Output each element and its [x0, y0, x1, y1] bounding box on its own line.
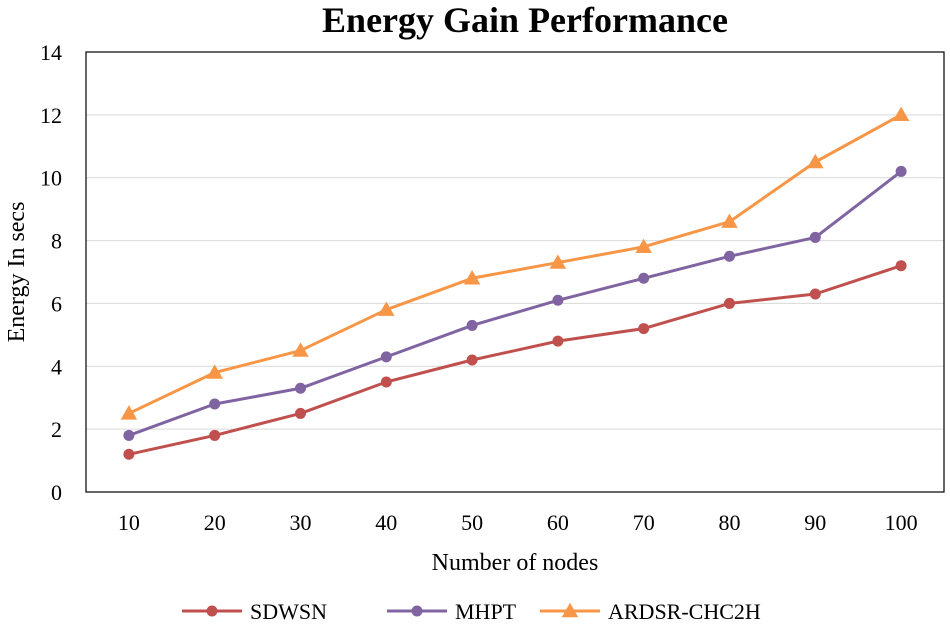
y-tick-label: 2 [51, 417, 62, 442]
legend: SDWSN MHPT ARDSR-CHC2H [182, 599, 761, 624]
series-ardsr-chc2h [120, 106, 910, 420]
legend-label: SDWSN [250, 599, 327, 624]
x-tick-label: 30 [290, 510, 312, 535]
data-point-marker [209, 429, 221, 441]
data-point-marker [895, 165, 907, 177]
data-point-marker [295, 382, 306, 394]
data-point-marker [380, 376, 392, 388]
y-tick-label: 8 [51, 229, 62, 254]
legend-label: MHPT [455, 599, 517, 624]
series-line [128, 264, 902, 456]
data-point-marker [895, 260, 907, 272]
data-point-marker [561, 602, 579, 618]
x-tick-label: 10 [118, 510, 140, 535]
data-point-marker [120, 405, 138, 420]
y-axis-ticks: 0 2 4 6 8 10 12 14 [40, 40, 62, 505]
y-axis-label: Energy In secs [4, 202, 30, 343]
data-point-marker [549, 254, 567, 269]
series-line [128, 170, 903, 437]
data-point-marker [552, 335, 564, 347]
x-axis-ticks: 10 20 30 40 50 60 70 80 90 100 [118, 510, 918, 535]
data-point-marker [638, 272, 650, 284]
x-tick-label: 20 [204, 510, 226, 535]
data-point-marker [724, 297, 735, 309]
data-point-marker [807, 153, 824, 169]
series-mhpt [123, 165, 907, 441]
x-tick-label: 40 [375, 510, 397, 535]
data-point-marker [411, 605, 423, 617]
data-point-marker [206, 364, 223, 379]
x-tick-label: 80 [719, 510, 741, 535]
data-point-marker [638, 323, 650, 335]
x-tick-label: 70 [633, 510, 655, 535]
y-tick-label: 10 [40, 166, 62, 191]
data-point-marker [892, 106, 910, 122]
data-point-marker [378, 301, 395, 316]
data-point-marker [724, 250, 735, 262]
legend-label: ARDSR-CHC2H [608, 599, 761, 624]
series-sdwsn [123, 260, 907, 460]
data-point-marker [380, 351, 392, 363]
data-point-marker [635, 238, 652, 254]
data-point-marker [552, 294, 564, 306]
x-tick-label: 50 [461, 510, 483, 535]
data-point-marker [292, 342, 309, 357]
legend-item-ardsr-chc2h: ARDSR-CHC2H [540, 599, 761, 624]
y-tick-label: 6 [51, 291, 62, 316]
series-line [128, 113, 902, 415]
grid-lines [86, 114, 944, 430]
y-tick-label: 4 [51, 354, 62, 379]
legend-item-sdwsn: SDWSN [182, 599, 327, 624]
series-layer [120, 106, 910, 460]
data-point-marker [809, 288, 821, 300]
chart-title: Energy Gain Performance [322, 0, 728, 40]
data-point-marker [206, 605, 218, 617]
plot-area [85, 51, 945, 493]
y-tick-label: 0 [51, 480, 62, 505]
y-tick-label: 12 [40, 103, 62, 128]
data-point-marker [295, 407, 306, 419]
legend-item-mhpt: MHPT [387, 599, 517, 624]
data-point-marker [209, 398, 221, 410]
data-point-marker [466, 319, 478, 331]
data-point-marker [721, 213, 738, 228]
x-axis-label: Number of nodes [432, 550, 599, 576]
data-point-marker [123, 448, 135, 460]
x-tick-label: 60 [547, 510, 569, 535]
x-tick-label: 90 [804, 510, 826, 535]
data-point-marker [463, 270, 481, 285]
data-point-marker [466, 354, 478, 366]
x-tick-label: 100 [885, 510, 918, 535]
data-point-marker [123, 429, 135, 441]
y-tick-label: 14 [40, 40, 62, 65]
data-point-marker [809, 231, 821, 243]
